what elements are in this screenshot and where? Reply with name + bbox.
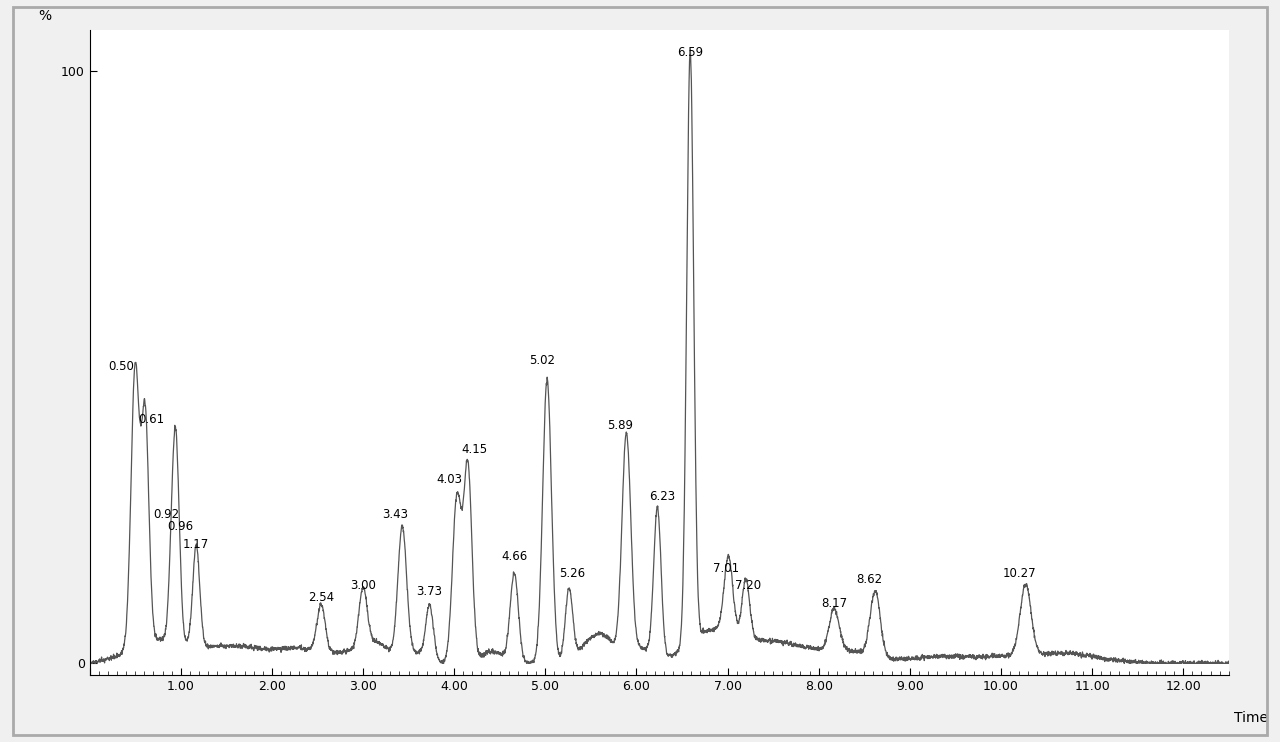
Text: 4.66: 4.66 (502, 550, 527, 562)
Text: 4.03: 4.03 (436, 473, 462, 486)
Text: 8.17: 8.17 (820, 597, 847, 610)
Text: 6.59: 6.59 (677, 46, 703, 59)
Text: 2.54: 2.54 (308, 591, 334, 604)
Text: 5.89: 5.89 (607, 419, 634, 433)
Text: 4.15: 4.15 (461, 443, 488, 456)
Text: 0.92: 0.92 (154, 508, 179, 521)
Text: 7.20: 7.20 (736, 580, 762, 592)
Text: 3.43: 3.43 (381, 508, 408, 521)
Text: 10.27: 10.27 (1002, 568, 1036, 580)
Text: 0.96: 0.96 (166, 520, 193, 533)
Text: 5.26: 5.26 (559, 568, 586, 580)
Text: 8.62: 8.62 (856, 574, 883, 586)
Text: 1.17: 1.17 (183, 538, 210, 551)
Text: 3.00: 3.00 (349, 580, 376, 592)
Text: Time: Time (1234, 711, 1268, 725)
Text: 0.61: 0.61 (138, 413, 165, 427)
Text: %: % (38, 9, 51, 23)
Text: 0.50: 0.50 (109, 360, 134, 373)
Text: 6.23: 6.23 (649, 490, 675, 504)
Text: 5.02: 5.02 (530, 354, 556, 367)
Text: 7.01: 7.01 (713, 562, 739, 574)
Text: 3.73: 3.73 (416, 585, 443, 598)
